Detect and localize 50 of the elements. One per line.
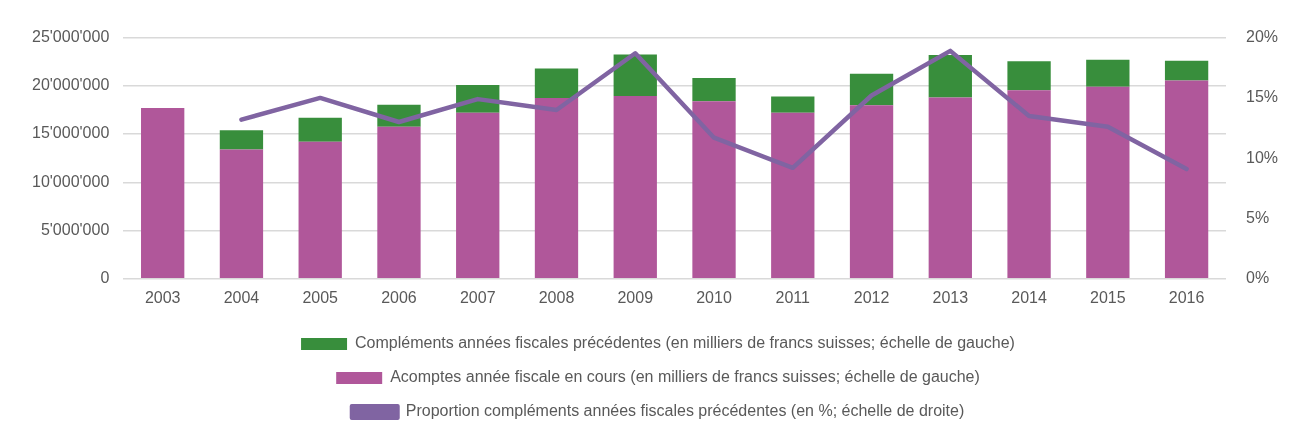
bar (771, 112, 815, 279)
x-tick-label: 2010 (696, 288, 732, 306)
bar (771, 96, 815, 113)
bar (219, 149, 264, 279)
bar (1164, 80, 1209, 279)
x-tick-label: 2009 (617, 288, 654, 306)
y-tick-label: 25'000'000 (32, 28, 110, 46)
y-tick-label: 5'000'000 (40, 220, 110, 238)
bar (692, 101, 736, 279)
x-tick-label: 2005 (302, 288, 339, 306)
legend-label: Acomptes année fiscale en cours (en milliers de francs suisses; échelle de gauche) (390, 368, 980, 386)
bar (1164, 60, 1209, 81)
legend-label: Proportion compléments années fiscales précédentes (en %; échelle de droite) (405, 402, 965, 420)
y-tick-label: 0 (100, 269, 110, 287)
bar (377, 126, 421, 279)
bar (849, 105, 894, 279)
bar (534, 68, 579, 98)
x-tick-label: 2015 (1090, 288, 1126, 306)
x-tick-label: 2016 (1168, 288, 1205, 306)
y2-tick-label: 5% (1245, 208, 1270, 226)
bar (456, 112, 500, 279)
bar (928, 97, 972, 279)
bar (1007, 90, 1051, 279)
x-tick-label: 2003 (144, 288, 181, 306)
y2-tick-label: 15% (1245, 88, 1279, 106)
x-tick-label: 2014 (1011, 288, 1047, 306)
x-tick-label: 2013 (932, 288, 969, 306)
bar (1086, 86, 1130, 279)
y-tick-label: 20'000'000 (32, 76, 110, 94)
legend-label: Compléments années fiscales précédentes (en milliers de francs suisses; échelle de gauche) (355, 334, 1015, 352)
bar (1007, 61, 1051, 91)
bar (692, 78, 736, 102)
x-tick-label: 2007 (459, 288, 496, 306)
x-tick-label: 2012 (853, 288, 890, 306)
x-tick-label: 2006 (381, 288, 417, 306)
bar (1086, 59, 1130, 87)
y2-tick-label: 0% (1245, 269, 1270, 287)
bar (534, 97, 579, 279)
y-tick-label: 15'000'000 (32, 124, 110, 142)
y2-tick-label: 20% (1245, 28, 1279, 46)
x-tick-label: 2004 (223, 288, 260, 306)
bar (141, 108, 185, 279)
y-tick-label: 10'000'000 (32, 172, 110, 190)
bar (298, 117, 342, 142)
bar (298, 141, 342, 279)
bar (219, 130, 264, 150)
bar (613, 95, 657, 279)
x-tick-label: 2011 (775, 288, 811, 306)
x-tick-label: 2008 (538, 288, 575, 306)
y2-tick-label: 10% (1245, 148, 1279, 166)
